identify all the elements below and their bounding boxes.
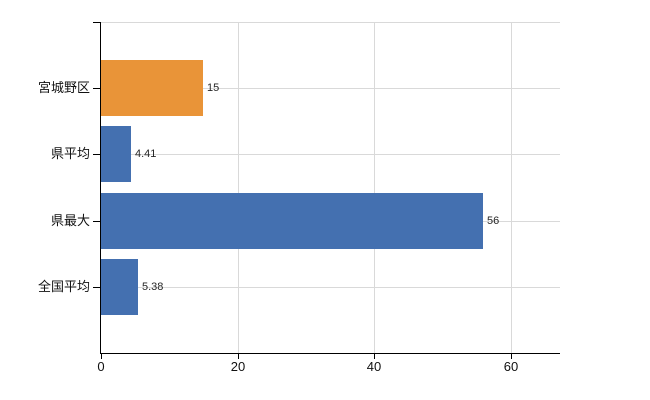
- x-tick-label: 20: [230, 359, 246, 374]
- x-axis-line: [100, 353, 560, 354]
- h-gridline: [101, 287, 560, 288]
- x-axis-tick: [101, 354, 102, 359]
- plot-top-border: [101, 22, 560, 23]
- x-tick-label: 0: [97, 359, 105, 374]
- bar: [101, 193, 483, 249]
- category-label: 県平均: [50, 146, 90, 161]
- category-label: 宮城野区: [37, 80, 90, 95]
- category-label: 全国平均: [37, 279, 90, 294]
- y-axis-tick: [93, 221, 100, 222]
- v-gridline: [238, 22, 239, 353]
- bar: [101, 259, 138, 315]
- y-axis-tick: [93, 287, 100, 288]
- bar: [101, 60, 203, 116]
- y-axis-tick: [93, 88, 100, 89]
- bar-value-label: 4.41: [135, 148, 157, 160]
- h-gridline: [101, 88, 560, 89]
- bar-value-label: 56: [487, 215, 500, 227]
- y-axis-line: [100, 22, 101, 354]
- x-axis-tick: [238, 354, 239, 359]
- x-axis-tick: [374, 354, 375, 359]
- bar-value-label: 15: [207, 82, 220, 94]
- h-gridline: [101, 154, 560, 155]
- v-gridline: [374, 22, 375, 353]
- x-tick-label: 60: [503, 359, 519, 374]
- x-tick-label: 40: [366, 359, 382, 374]
- bar: [101, 126, 131, 182]
- category-label: 県最大: [50, 213, 90, 228]
- x-axis-tick: [511, 354, 512, 359]
- y-axis-tick: [93, 154, 100, 155]
- y-axis-tick: [93, 22, 100, 23]
- bar-value-label: 5.38: [142, 281, 164, 293]
- v-gridline: [511, 22, 512, 353]
